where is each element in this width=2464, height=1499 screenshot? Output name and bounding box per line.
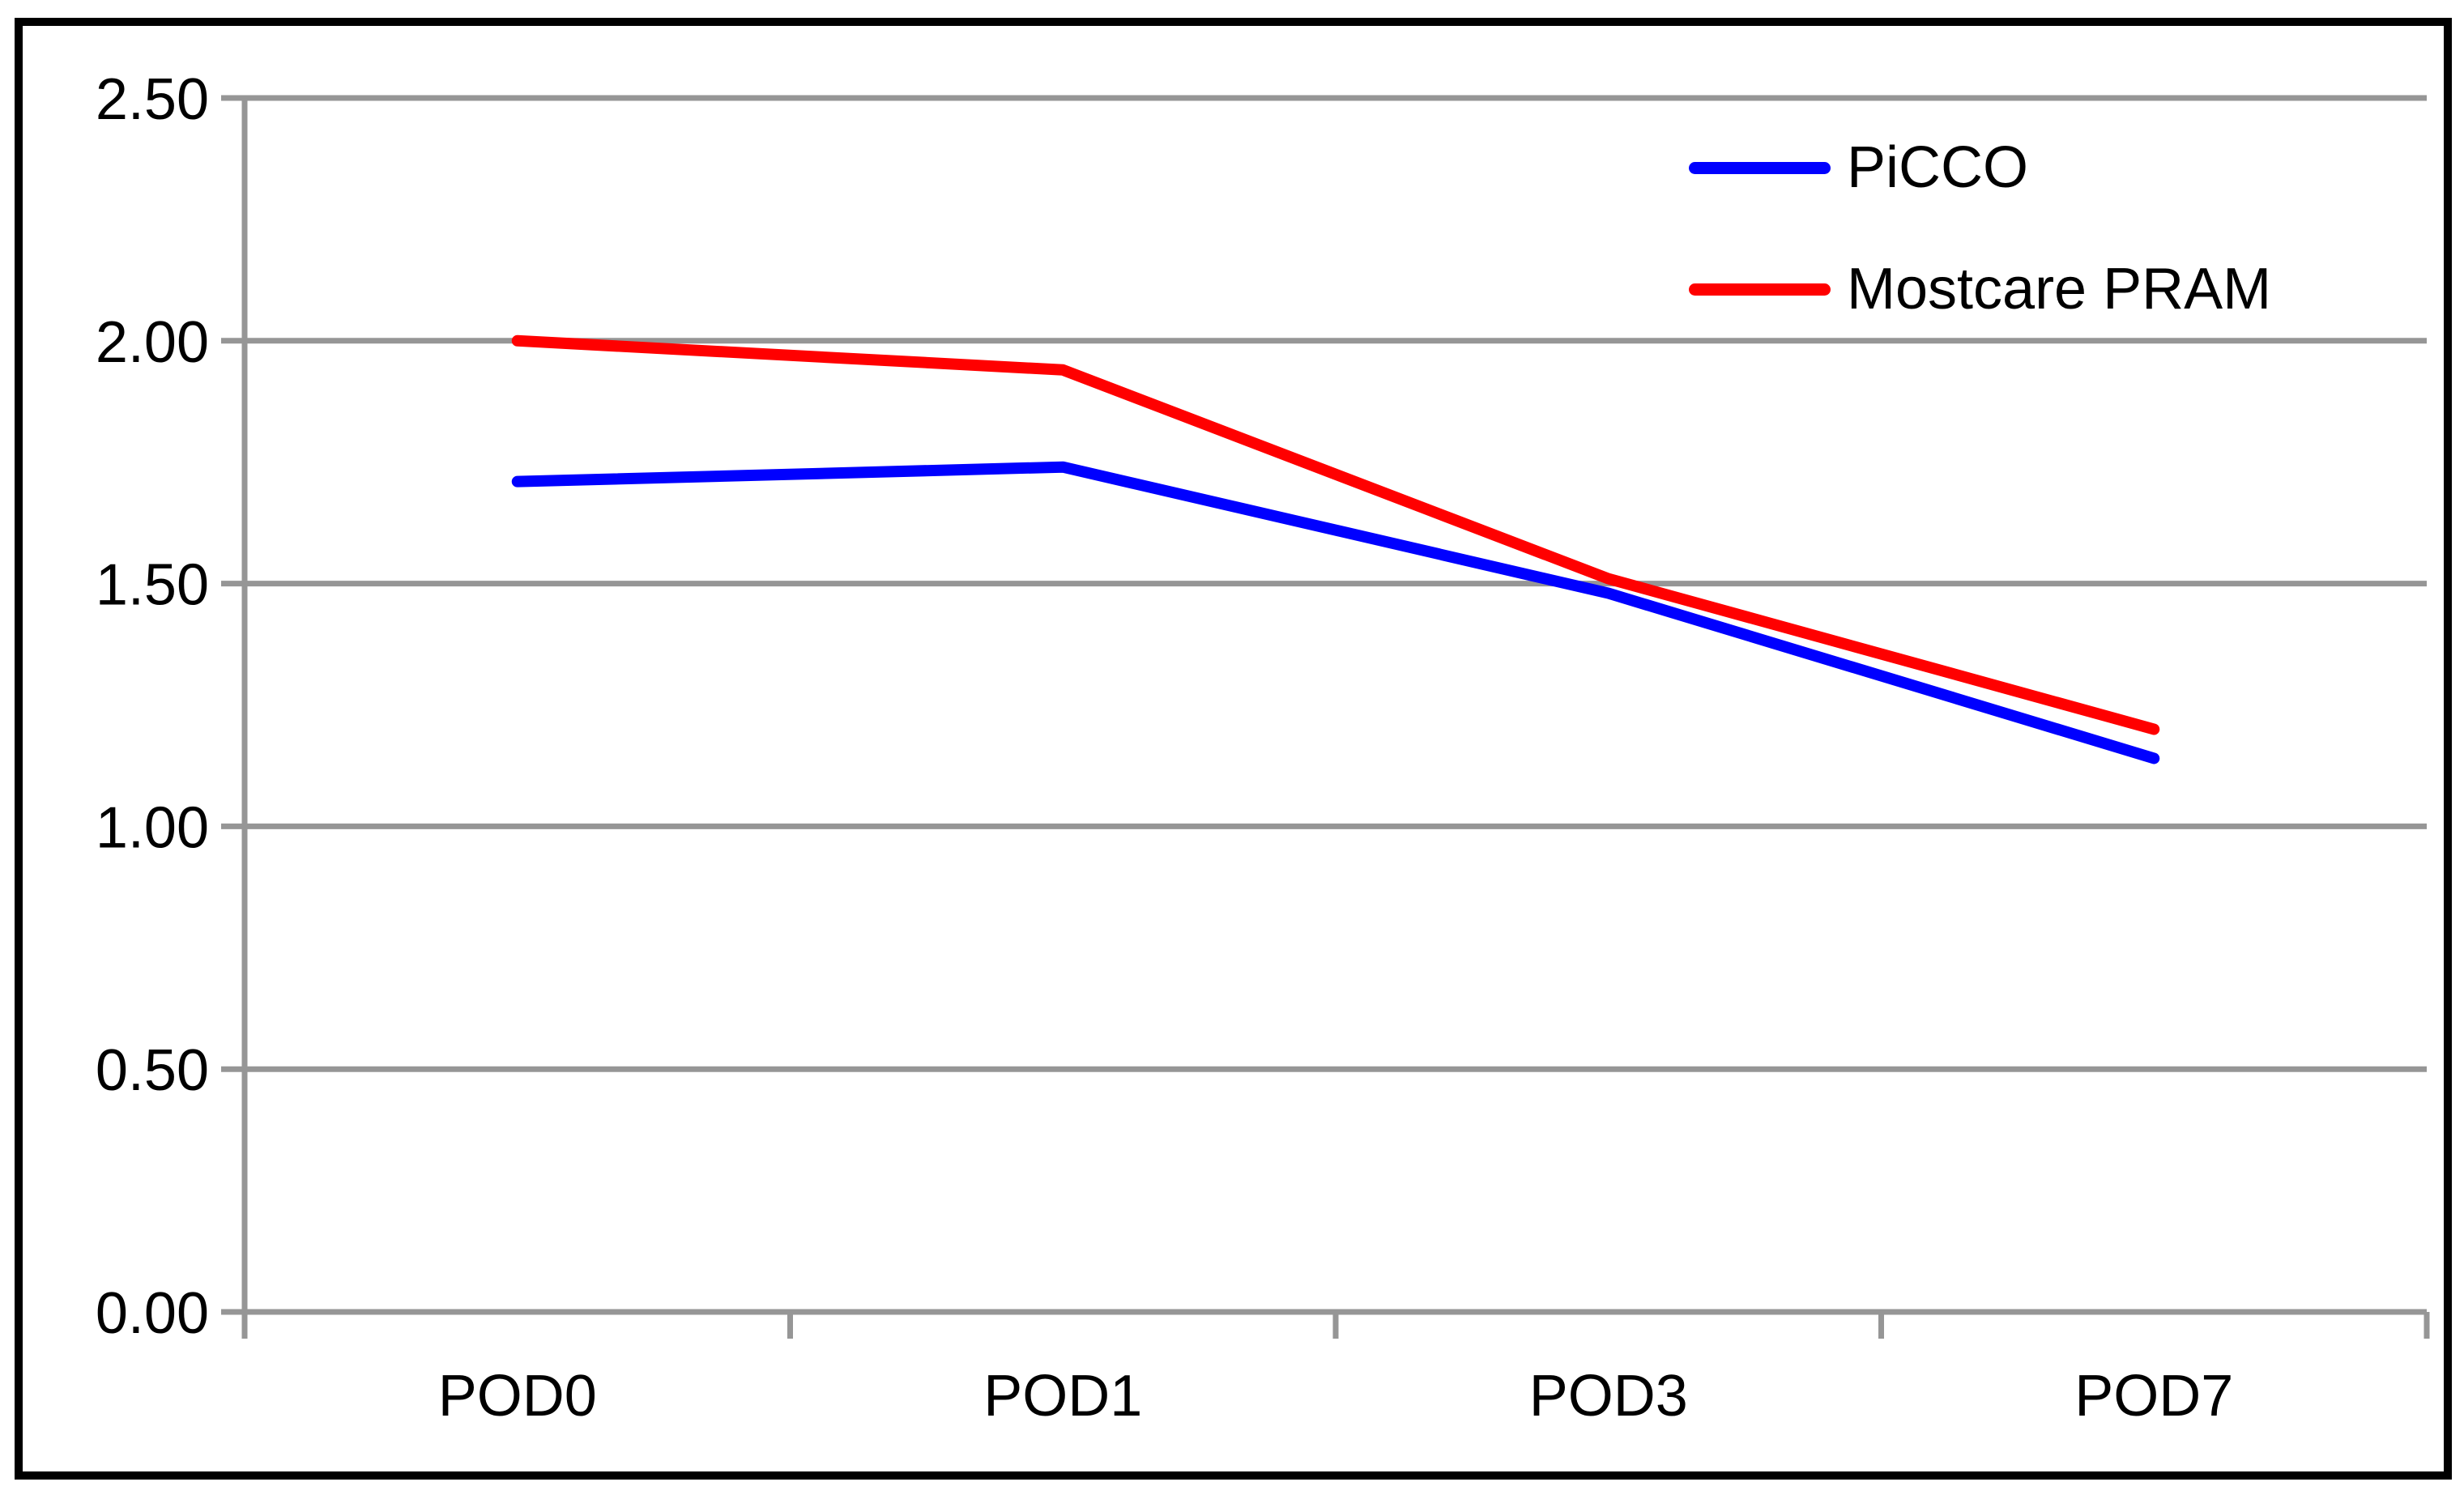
legend: PiCCO Mostcare PRAM (1689, 107, 2271, 350)
legend-item-picco: PiCCO (1689, 107, 2271, 228)
legend-label-mostcare-pram: Mostcare PRAM (1847, 257, 2272, 322)
legend-item-mostcare-pram: Mostcare PRAM (1689, 228, 2271, 350)
y-tick-label-1.50: 1.50 (96, 553, 209, 618)
legend-swatch-picco-line (1689, 161, 1831, 174)
series-line-picco (511, 461, 2160, 764)
y-tick-label-1.00: 1.00 (96, 795, 209, 860)
legend-swatch-mostcare-pram-line (1689, 283, 1831, 296)
x-tick-label-POD7: POD7 (2074, 1364, 2233, 1429)
y-tick-label-0.50: 0.50 (96, 1038, 209, 1103)
legend-label-picco: PiCCO (1847, 135, 2029, 200)
y-tick-label-2.50: 2.50 (96, 67, 209, 132)
x-tick-label-POD1: POD1 (983, 1364, 1142, 1429)
y-tick-label-2.00: 2.00 (96, 310, 209, 375)
y-tick-label-0.00: 0.00 (96, 1281, 209, 1346)
figure-border (15, 18, 2452, 1480)
series-line-mostcare-pram (511, 334, 2160, 735)
x-tick-label-POD0: POD0 (438, 1364, 597, 1429)
x-tick-label-POD3: POD3 (1529, 1364, 1688, 1429)
